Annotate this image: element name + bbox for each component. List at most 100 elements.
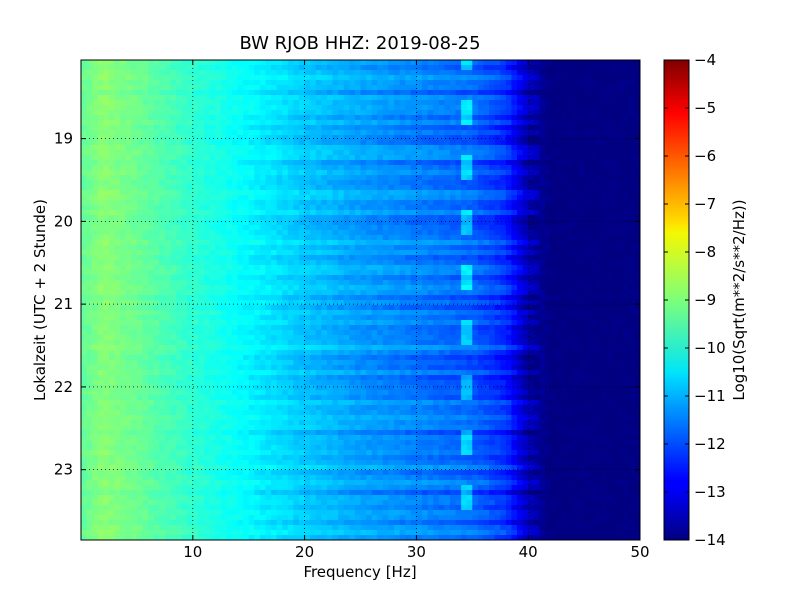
- heatmap-cell: [472, 90, 479, 96]
- heatmap-cell: [354, 220, 362, 226]
- heatmap-cell: [561, 180, 568, 186]
- heatmap-cell: [578, 240, 585, 246]
- heatmap-cell: [455, 95, 462, 101]
- heatmap-cell: [315, 115, 322, 121]
- heatmap-cell: [125, 235, 132, 241]
- heatmap-cell: [427, 140, 434, 146]
- heatmap-cell: [209, 75, 216, 81]
- heatmap-cell: [343, 130, 350, 136]
- heatmap-cell: [142, 150, 149, 156]
- heatmap-cell: [203, 130, 211, 136]
- heatmap-cell: [438, 220, 445, 226]
- heatmap-cell: [371, 160, 378, 166]
- heatmap-cell: [634, 140, 640, 146]
- heatmap-cell: [304, 270, 311, 276]
- heatmap-cell: [170, 265, 177, 271]
- heatmap-cell: [455, 160, 462, 166]
- heatmap-cell: [550, 60, 557, 66]
- heatmap-cell: [444, 200, 451, 206]
- heatmap-cell: [466, 160, 473, 166]
- heatmap-cell: [533, 145, 540, 151]
- heatmap-cell: [539, 265, 546, 271]
- heatmap-cell: [153, 235, 160, 241]
- heatmap-cell: [371, 120, 378, 126]
- heatmap-cell: [600, 180, 608, 186]
- heatmap-cell: [589, 230, 596, 236]
- heatmap-cell: [600, 230, 608, 236]
- heatmap-cell: [338, 90, 345, 96]
- heatmap-cell: [449, 135, 457, 141]
- heatmap-cell: [600, 70, 608, 76]
- heatmap-cell: [148, 195, 155, 201]
- heatmap-cell: [511, 225, 518, 231]
- heatmap-cell: [634, 110, 640, 116]
- heatmap-cell: [231, 230, 239, 236]
- heatmap-cell: [399, 215, 406, 221]
- heatmap-cell: [209, 285, 216, 291]
- heatmap-cell: [433, 65, 440, 71]
- heatmap-cell: [259, 105, 267, 111]
- heatmap-cell: [231, 160, 239, 166]
- heatmap-cell: [203, 280, 211, 286]
- heatmap-cell: [181, 90, 188, 96]
- heatmap-cell: [248, 110, 255, 116]
- heatmap-cell: [248, 175, 255, 181]
- heatmap-cell: [176, 255, 183, 261]
- heatmap-cell: [360, 285, 367, 291]
- heatmap-cell: [517, 190, 524, 196]
- heatmap-cell: [220, 195, 227, 201]
- heatmap-cell: [589, 270, 596, 276]
- heatmap-cell: [299, 225, 306, 231]
- heatmap-cell: [231, 300, 239, 306]
- heatmap-cell: [332, 170, 339, 176]
- spectrogram-heatmap: [81, 60, 640, 540]
- heatmap-cell: [103, 215, 110, 221]
- heatmap-cell: [326, 120, 334, 126]
- heatmap-cell: [125, 120, 132, 126]
- heatmap-cell: [410, 85, 417, 91]
- heatmap-cell: [517, 270, 524, 276]
- heatmap-cell: [159, 70, 166, 76]
- heatmap-cell: [220, 75, 227, 81]
- heatmap-cell: [310, 105, 317, 111]
- heatmap-cell: [243, 90, 250, 96]
- heatmap-cell: [382, 285, 390, 291]
- heatmap-cell: [634, 250, 640, 256]
- heatmap-cell: [494, 135, 501, 141]
- heatmap-cell: [343, 150, 350, 156]
- heatmap-cell: [539, 250, 546, 256]
- heatmap-cell: [455, 195, 462, 201]
- heatmap-cell: [354, 175, 362, 181]
- heatmap-cell: [131, 255, 138, 261]
- heatmap-cell: [148, 130, 155, 136]
- heatmap-cell: [148, 115, 155, 121]
- heatmap-cell: [589, 70, 596, 76]
- heatmap-cell: [125, 285, 132, 291]
- heatmap-cell: [203, 70, 211, 76]
- heatmap-cell: [539, 70, 546, 76]
- heatmap-cell: [388, 190, 395, 196]
- heatmap-cell: [595, 170, 602, 176]
- heatmap-cell: [164, 220, 172, 226]
- heatmap-cell: [81, 95, 88, 101]
- heatmap-cell: [114, 185, 121, 191]
- heatmap-cell: [203, 275, 211, 281]
- heatmap-cell: [349, 270, 356, 276]
- heatmap-cell: [293, 60, 300, 66]
- heatmap-cell: [81, 225, 88, 231]
- heatmap-cell: [231, 75, 239, 81]
- heatmap-cell: [483, 145, 490, 151]
- heatmap-cell: [349, 170, 356, 176]
- heatmap-cell: [449, 230, 457, 236]
- heatmap-cell: [382, 210, 390, 216]
- heatmap-cell: [315, 210, 322, 216]
- heatmap-cell: [271, 165, 278, 171]
- heatmap-cell: [399, 75, 406, 81]
- heatmap-cell: [505, 115, 513, 121]
- heatmap-cell: [254, 170, 261, 176]
- heatmap-cell: [276, 160, 283, 166]
- heatmap-cell: [617, 245, 624, 251]
- heatmap-cell: [628, 160, 636, 166]
- heatmap-cell: [287, 135, 295, 141]
- heatmap-cell: [293, 130, 300, 136]
